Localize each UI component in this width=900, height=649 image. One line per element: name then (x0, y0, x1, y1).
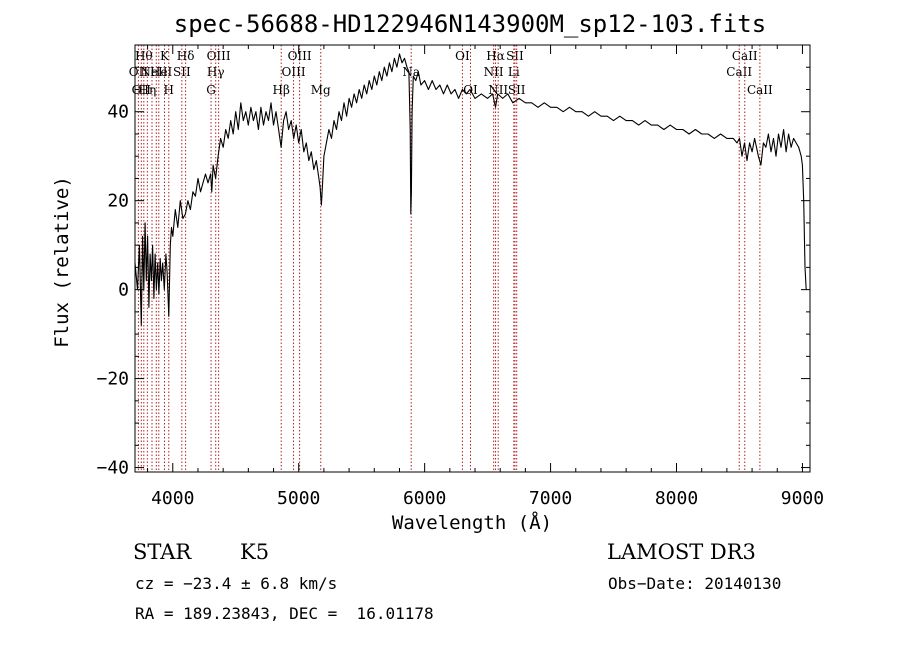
line-marker-label: OII (129, 65, 149, 79)
line-marker-label: Hγ (207, 65, 225, 79)
axis-ticks: 4000 5000 6000 7000 8000 9000 −40 −20 0 20 40 (96, 45, 824, 509)
x-tick-label: 6000 (403, 488, 446, 509)
plot-frame (134, 44, 811, 473)
line-marker-label: SII (508, 83, 526, 97)
x-axis-label: Wavelength (Å) (392, 511, 552, 534)
observation-date: Obs−Date: 20140130 (608, 574, 782, 593)
line-marker-label: H (164, 83, 174, 97)
line-marker-label: OI (455, 49, 470, 63)
line-marker-label: NII (484, 65, 504, 79)
x-tick-label: 7000 (529, 488, 572, 509)
line-marker-label: SII (506, 49, 524, 63)
line-marker-label: CaII (732, 49, 758, 63)
line-marker-label: CaII (726, 65, 752, 79)
line-marker-label: Hη (139, 83, 157, 97)
subclass: K5 (240, 540, 270, 564)
coordinates: RA = 189.23843, DEC = 16.01178 (135, 604, 434, 623)
line-marker-label: Na (402, 65, 420, 79)
y-tick-label: 0 (118, 280, 129, 301)
line-marker-label: G (206, 83, 216, 97)
y-tick-label: −20 (96, 369, 129, 390)
line-marker-label: Hβ (273, 83, 290, 97)
line-marker-label: OII (132, 83, 152, 97)
chart-title: spec-56688-HD122946N143900M_sp12-103.fit… (174, 10, 766, 38)
y-tick-label: 40 (107, 102, 129, 123)
x-tick-label: 4000 (151, 488, 194, 509)
line-marker-label: K (160, 49, 170, 63)
flux-series-line (134, 53, 807, 326)
line-marker-label: Hα (486, 49, 505, 63)
line-marker-label: Mg (311, 83, 331, 97)
x-tick-label: 9000 (781, 488, 824, 509)
survey-name: LAMOST DR3 (607, 540, 756, 564)
line-marker-label: NII (488, 83, 508, 97)
object-class: STAR (133, 540, 192, 564)
line-marker-label: CaII (747, 83, 773, 97)
line-marker-label: OIII (288, 49, 312, 63)
line-marker-label: He (150, 65, 168, 79)
line-marker-label: SII (173, 65, 191, 79)
y-axis-label: Flux (relative) (51, 176, 73, 348)
x-tick-label: 5000 (277, 488, 320, 509)
line-marker-label: Hθ (135, 49, 153, 63)
x-tick-label: 8000 (655, 488, 698, 509)
line-marker-label: OIII (207, 49, 231, 63)
redshift-velocity: cz = −23.4 ± 6.8 km/s (135, 574, 338, 593)
line-marker-label: Hδ (177, 49, 195, 63)
line-marker-label: OIII (282, 65, 306, 79)
line-marker-label: NeIII (140, 65, 172, 79)
y-tick-label: −40 (96, 458, 129, 479)
line-marker-label: Li (508, 65, 520, 79)
y-tick-label: 20 (107, 191, 129, 212)
